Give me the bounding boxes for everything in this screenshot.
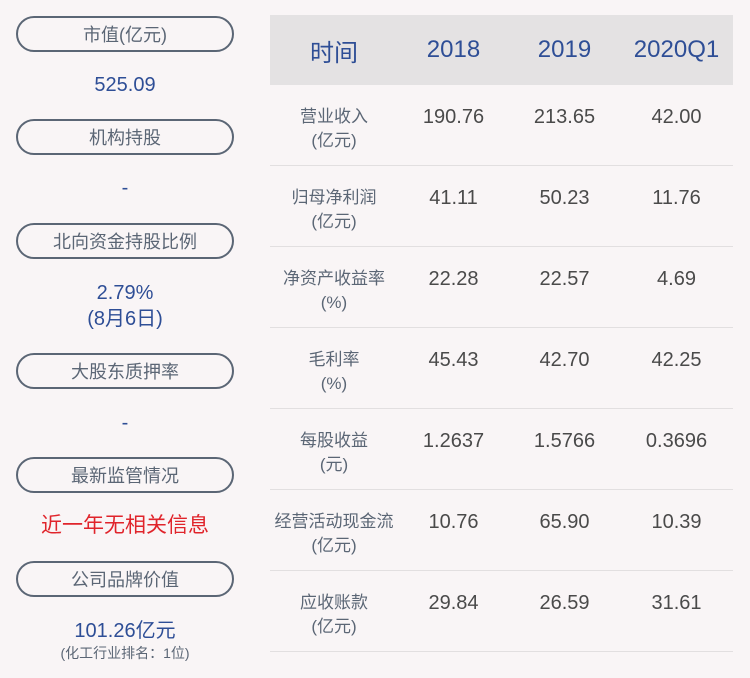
table-row: 应收账款 (亿元) 29.84 26.59 31.61 — [270, 571, 733, 652]
brand-value-rank-note: (化工行业排名：1位) — [60, 645, 190, 661]
table-row: 每股收益 (元) 1.2637 1.5766 0.3696 — [270, 409, 733, 490]
cell-2018: 10.76 — [428, 511, 479, 533]
table-row: 营业收入 (亿元) 190.76 213.65 42.00 — [270, 85, 733, 166]
cell-2020q1: 31.61 — [651, 592, 702, 614]
major-shareholder-pledge-label: 大股东质押率 — [16, 353, 234, 389]
cell-2020q1: 0.3696 — [645, 430, 708, 452]
cell-2020q1: 11.76 — [652, 187, 701, 209]
row-label: 毛利率 (%) — [308, 350, 360, 393]
institutional-holding-label: 机构持股 — [16, 119, 234, 155]
table-row: 毛利率 (%) 45.43 42.70 42.25 — [270, 328, 733, 409]
cell-2019: 65.90 — [539, 511, 590, 533]
header-2019: 2019 — [537, 36, 592, 63]
header-2018: 2018 — [426, 36, 481, 63]
cell-2018: 29.84 — [428, 592, 479, 614]
market-cap-label: 市值(亿元) — [16, 16, 234, 52]
cell-2019: 1.5766 — [533, 430, 596, 452]
row-label: 应收账款 (亿元) — [300, 593, 368, 636]
brand-value-value: 101.26亿元 — [74, 620, 176, 642]
cell-2020q1: 4.69 — [657, 268, 696, 290]
row-label: 营业收入 (亿元) — [300, 107, 368, 150]
cell-2019: 26.59 — [539, 592, 590, 614]
header-2020q1: 2020Q1 — [633, 36, 720, 63]
cell-2018: 22.28 — [428, 268, 479, 290]
cell-2020q1: 42.00 — [651, 106, 702, 128]
regulatory-status-label: 最新监管情况 — [16, 457, 234, 493]
cell-2018: 1.2637 — [422, 430, 485, 452]
cell-2020q1: 10.39 — [651, 511, 702, 533]
table-row: 经营活动现金流 (亿元) 10.76 65.90 10.39 — [270, 490, 733, 571]
financial-table: 时间 2018 2019 2020Q1 营业收入 (亿元) 190.76 213.… — [270, 15, 733, 652]
row-label: 归母净利润 (亿元) — [291, 188, 377, 231]
cell-2018: 190.76 — [422, 106, 485, 128]
cell-2018: 45.43 — [428, 349, 479, 371]
cell-2019: 213.65 — [533, 106, 596, 128]
cell-2019: 50.23 — [539, 187, 590, 209]
cell-2019: 22.57 — [539, 268, 590, 290]
row-label: 每股收益 (元) — [300, 431, 368, 474]
cell-2018: 41.11 — [429, 187, 478, 209]
northbound-holding-date: (8月6日) — [87, 308, 163, 330]
cell-2020q1: 42.25 — [651, 349, 702, 371]
table-header: 时间 2018 2019 2020Q1 — [270, 15, 733, 85]
northbound-holding-label: 北向资金持股比例 — [16, 223, 234, 259]
brand-value-label: 公司品牌价值 — [16, 561, 234, 597]
major-shareholder-pledge-value: - — [121, 412, 129, 434]
market-cap-value: 525.09 — [94, 74, 156, 96]
header-time: 时间 — [310, 39, 358, 67]
row-label: 净资产收益率 (%) — [283, 269, 385, 312]
row-label: 经营活动现金流 (亿元) — [274, 512, 394, 555]
cell-2019: 42.70 — [539, 349, 590, 371]
northbound-holding-value: 2.79% — [96, 282, 154, 304]
regulatory-status-value: 近一年无相关信息 — [41, 514, 209, 537]
table-row: 归母净利润 (亿元) 41.11 50.23 11.76 — [270, 166, 733, 247]
table-row: 净资产收益率 (%) 22.28 22.57 4.69 — [270, 247, 733, 328]
institutional-holding-value: - — [121, 177, 129, 199]
